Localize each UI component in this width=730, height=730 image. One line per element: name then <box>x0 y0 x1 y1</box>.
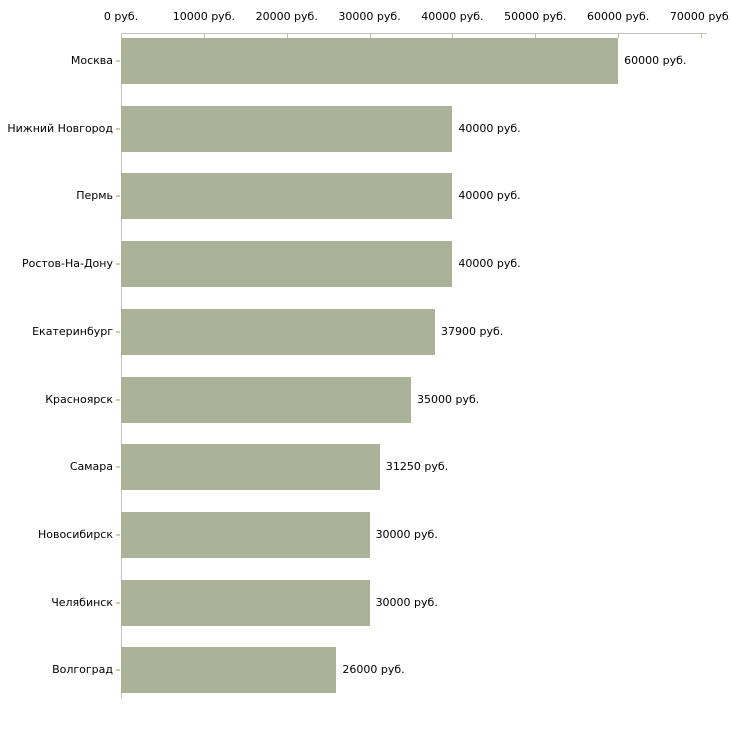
x-tick-label: 30000 руб. <box>338 10 401 23</box>
value-label: 30000 руб. <box>375 595 438 609</box>
category-label: Челябинск <box>51 595 113 609</box>
category-label: Екатеринбург <box>32 324 113 338</box>
bar <box>121 647 337 694</box>
x-tick-mark <box>452 33 454 38</box>
category-label: Пермь <box>76 189 113 203</box>
category-label: Нижний Новгород <box>7 121 113 135</box>
category-tick-mark <box>116 398 120 401</box>
value-label: 30000 руб. <box>375 527 438 541</box>
bar <box>121 579 370 626</box>
value-label: 60000 руб. <box>624 54 687 67</box>
value-label: 31250 руб. <box>385 460 449 474</box>
category-tick-mark <box>116 60 120 62</box>
bar <box>121 511 370 558</box>
value-label: 40000 руб. <box>458 189 521 203</box>
category-label: Москва <box>70 54 113 67</box>
bar <box>121 173 453 220</box>
bar <box>121 444 380 491</box>
x-tick-mark <box>535 33 537 38</box>
x-tick-mark <box>286 33 288 38</box>
x-tick-label: 0 руб. <box>103 10 139 23</box>
x-tick-label: 10000 руб. <box>172 10 235 23</box>
bar <box>121 241 453 288</box>
x-tick-label: 50000 руб. <box>504 10 567 23</box>
x-tick-mark <box>369 33 371 38</box>
category-tick-mark <box>116 330 120 333</box>
x-tick-mark <box>701 33 702 38</box>
category-tick-mark <box>116 669 120 672</box>
bar <box>121 105 453 152</box>
category-label: Ростов-На-Дону <box>21 257 113 271</box>
x-tick-label: 20000 руб. <box>255 10 318 23</box>
x-tick-mark <box>618 33 620 38</box>
category-tick-mark <box>116 601 120 604</box>
value-label: 40000 руб. <box>458 257 521 271</box>
category-tick-mark <box>116 127 120 130</box>
category-label: Красноярск <box>45 392 113 406</box>
category-tick-mark <box>116 533 120 536</box>
bar <box>121 308 436 355</box>
bar <box>121 376 411 423</box>
x-axis-line <box>121 33 707 34</box>
category-label: Самара <box>69 460 113 474</box>
bar <box>121 38 619 84</box>
value-label: 40000 руб. <box>458 121 521 135</box>
x-tick-mark <box>203 33 205 38</box>
category-label: Новосибирск <box>37 527 113 541</box>
category-tick-mark <box>116 263 120 266</box>
value-label: 37900 руб. <box>441 324 504 338</box>
y-axis-line <box>121 33 122 699</box>
category-label: Волгоград <box>52 663 113 677</box>
value-label: 35000 руб. <box>417 392 480 406</box>
x-tick-label: 70000 руб. <box>669 10 730 23</box>
x-tick-label: 40000 руб. <box>421 10 484 23</box>
category-tick-mark <box>116 195 120 198</box>
x-tick-label: 60000 руб. <box>587 10 650 23</box>
value-label: 26000 руб. <box>342 663 405 677</box>
category-tick-mark <box>116 466 120 469</box>
